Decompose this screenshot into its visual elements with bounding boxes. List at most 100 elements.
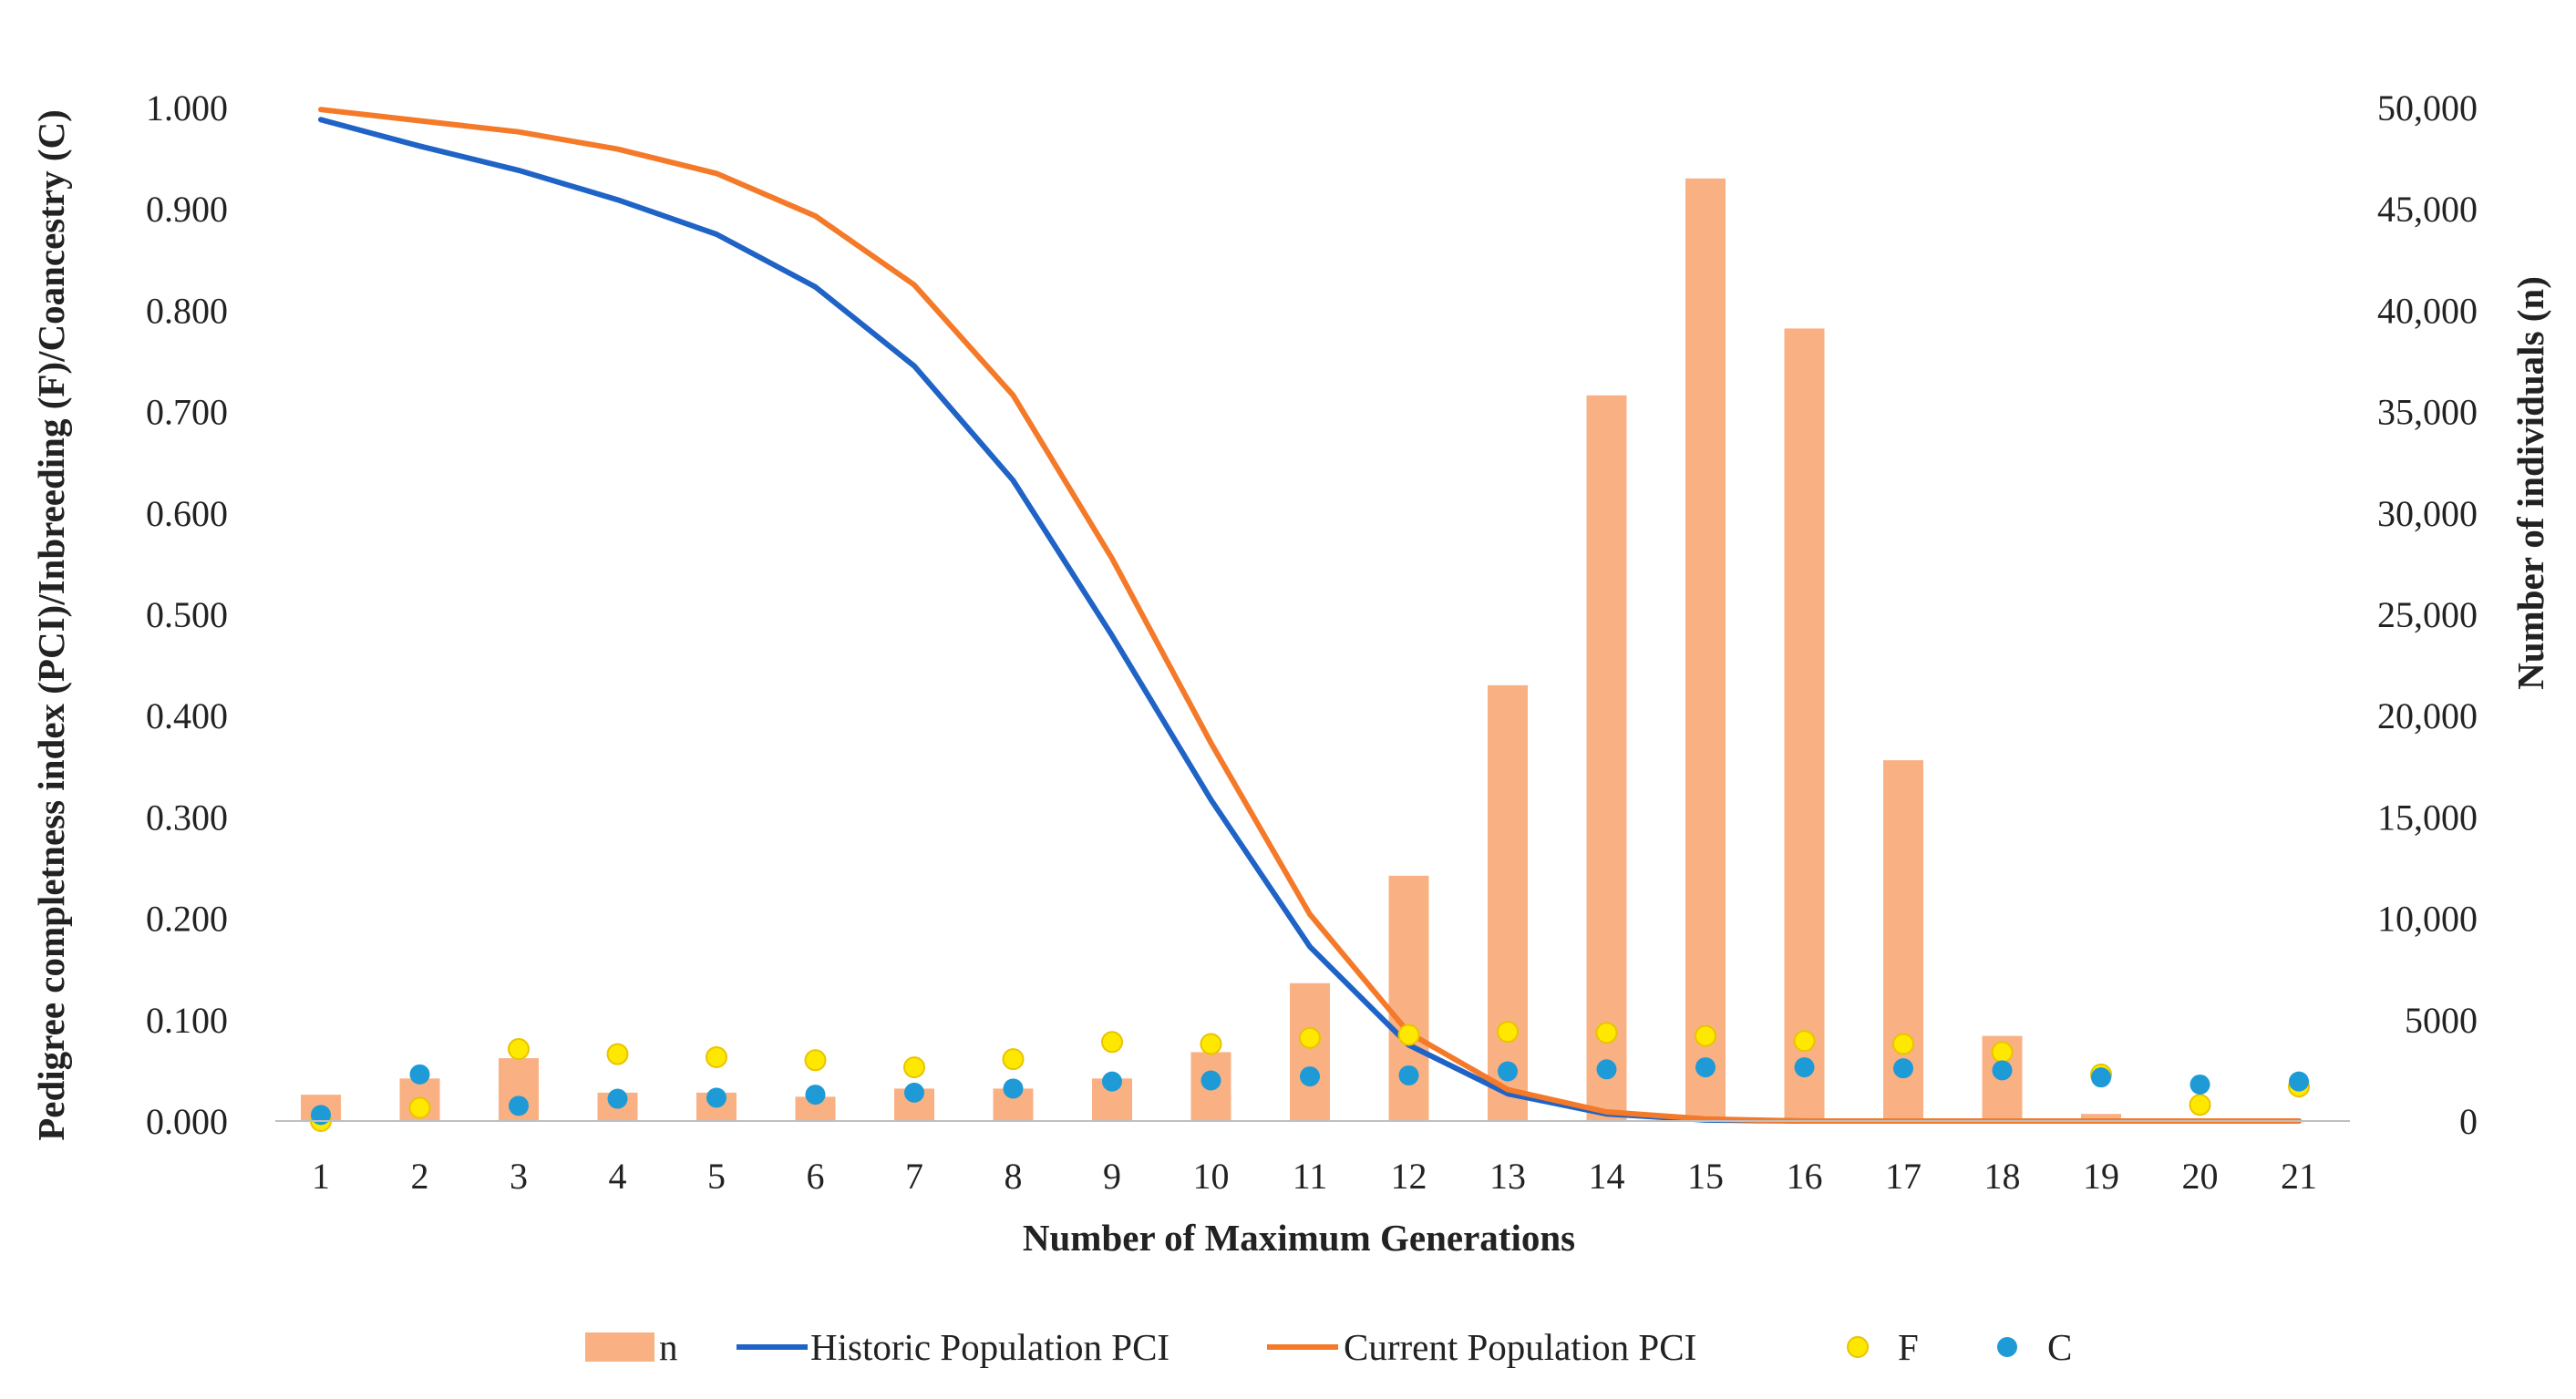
legend-label-n: n — [659, 1326, 678, 1368]
y-axis-left-title: Pedigree completness index (PCI)/Inbreed… — [30, 109, 72, 1141]
point-f-17 — [1892, 1033, 1914, 1055]
points-layer — [310, 1021, 2310, 1132]
y-left-tick-label: 0.800 — [146, 290, 228, 331]
point-f-5 — [706, 1045, 727, 1068]
x-tick-label: 2 — [411, 1156, 429, 1197]
point-f-12 — [1397, 1024, 1420, 1046]
point-c-2 — [409, 1064, 430, 1085]
y-right-tick-label: 40,000 — [2377, 290, 2478, 331]
point-c-3 — [509, 1096, 529, 1116]
y-left-tick-label: 0.200 — [146, 899, 228, 940]
y-right-tick-label: 30,000 — [2377, 493, 2478, 534]
x-tick-label: 4 — [609, 1156, 627, 1197]
point-c-17 — [1893, 1058, 1913, 1079]
point-c-6 — [805, 1085, 826, 1106]
y-left-tick-label: 0.700 — [146, 392, 228, 433]
point-c-19 — [2091, 1067, 2111, 1088]
point-f-15 — [1695, 1024, 1716, 1047]
y-right-tick-label: 25,000 — [2377, 594, 2478, 635]
y-right-tick-label: 15,000 — [2377, 797, 2478, 838]
point-c-13 — [1498, 1061, 1518, 1082]
point-c-21 — [2289, 1071, 2309, 1092]
y-right-tick-label: 10,000 — [2377, 899, 2478, 940]
point-f-9 — [1101, 1031, 1123, 1054]
bar-n-14 — [1586, 395, 1627, 1122]
x-tick-label: 21 — [2281, 1156, 2317, 1197]
point-c-4 — [607, 1088, 628, 1109]
bar-n-19 — [2081, 1114, 2121, 1121]
point-c-9 — [1102, 1071, 1122, 1092]
point-f-4 — [606, 1043, 629, 1065]
x-tick-label: 12 — [1391, 1156, 1427, 1197]
y-right-tick-label: 45,000 — [2377, 189, 2478, 230]
point-f-20 — [2189, 1094, 2211, 1116]
line-historic-population-pci — [318, 117, 2302, 1124]
legend-label-current-pci: Current Population PCI — [1344, 1326, 1696, 1368]
point-c-20 — [2190, 1074, 2210, 1095]
y-right-tick-label: 0 — [2459, 1101, 2478, 1142]
legend-swatch-c — [1997, 1337, 2017, 1357]
bar-n-13 — [1488, 684, 1528, 1121]
point-f-11 — [1299, 1026, 1321, 1049]
point-f-10 — [1200, 1033, 1222, 1055]
point-c-8 — [1003, 1078, 1024, 1099]
legend-label-c: C — [2047, 1326, 2072, 1368]
x-tick-label: 6 — [807, 1156, 825, 1197]
bar-n-11 — [1290, 982, 1330, 1121]
y-left-tick-label: 0.300 — [146, 797, 228, 838]
legend-swatch-f — [1847, 1336, 1869, 1358]
point-c-15 — [1695, 1057, 1716, 1078]
x-axis-title: Number of Maximum Generations — [1023, 1217, 1575, 1259]
y-left-tick-label: 0.400 — [146, 695, 228, 736]
point-c-11 — [1300, 1066, 1320, 1087]
x-tick-label: 8 — [1005, 1156, 1023, 1197]
y-right-tick-label: 35,000 — [2377, 392, 2478, 433]
y-left-tick-label: 0.000 — [146, 1101, 228, 1142]
y-left-tick-label: 0.100 — [146, 1000, 228, 1041]
bars-layer — [301, 178, 2319, 1122]
left-axis-ticks: 0.000 0.100 0.200 0.300 0.400 0.500 0.600 0.700… — [146, 87, 228, 1142]
y-right-tick-label: 5000 — [2405, 1000, 2478, 1041]
point-f-18 — [1991, 1041, 2014, 1064]
x-tick-label: 20 — [2182, 1156, 2219, 1197]
x-tick-label: 19 — [2083, 1156, 2119, 1197]
bar-n-16 — [1784, 328, 1825, 1121]
x-tick-label: 14 — [1589, 1156, 1625, 1197]
x-tick-label: 15 — [1687, 1156, 1724, 1197]
x-axis-ticks: 1 2 3 4 5 6 7 8 9 10 11 12 13 14 15 16 17 18 19 20 21 — [312, 1156, 2317, 1197]
y-right-tick-label: 50,000 — [2377, 87, 2478, 129]
line-current-population-pci — [318, 107, 2302, 1124]
y-left-tick-label: 0.500 — [146, 594, 228, 635]
y-right-tick-label: 20,000 — [2377, 695, 2478, 736]
point-f-2 — [408, 1096, 431, 1119]
x-tick-label: 7 — [905, 1156, 923, 1197]
legend-label-historic-pci: Historic Population PCI — [810, 1326, 1170, 1368]
legend-label-f: F — [1898, 1326, 1919, 1368]
point-f-8 — [1002, 1048, 1025, 1071]
x-tick-label: 1 — [312, 1156, 330, 1197]
y-left-tick-label: 1.000 — [146, 87, 228, 129]
lines-layer — [318, 107, 2302, 1124]
point-c-10 — [1200, 1070, 1221, 1091]
y-axis-right-title: Number of individuals (n) — [2509, 276, 2551, 690]
x-tick-label: 13 — [1489, 1156, 1526, 1197]
legend: n Historic Population PCI Current Popula… — [585, 1326, 2072, 1368]
point-f-13 — [1497, 1021, 1519, 1044]
point-f-16 — [1793, 1030, 1816, 1053]
x-tick-label: 10 — [1193, 1156, 1230, 1197]
y-left-tick-label: 0.900 — [146, 189, 228, 230]
legend-swatch-n — [585, 1332, 654, 1362]
point-c-7 — [904, 1082, 924, 1103]
point-f-6 — [804, 1049, 827, 1072]
right-axis-ticks: 0 5000 10,000 15,000 20,000 25,000 30,000 35,00… — [2377, 87, 2478, 1142]
x-tick-label: 5 — [707, 1156, 726, 1197]
x-tick-label: 3 — [510, 1156, 528, 1197]
x-tick-label: 18 — [1984, 1156, 2021, 1197]
point-c-12 — [1398, 1065, 1419, 1085]
bar-n-15 — [1685, 178, 1726, 1122]
x-tick-label: 11 — [1293, 1156, 1328, 1197]
point-f-7 — [903, 1056, 925, 1079]
point-c-14 — [1596, 1059, 1617, 1080]
